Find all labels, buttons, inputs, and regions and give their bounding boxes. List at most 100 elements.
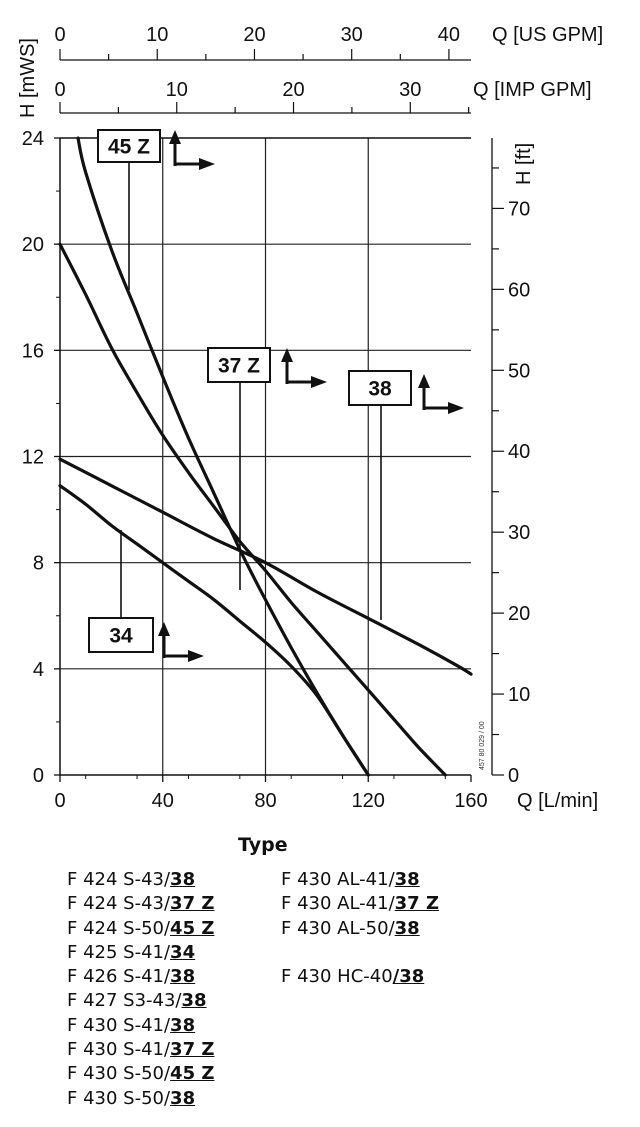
type-curve-code: /38 xyxy=(392,966,425,988)
type-curve-code: 45 Z xyxy=(170,917,215,939)
type-row: F 430 AL-50/38 xyxy=(281,917,439,941)
type-prefix: F 424 S-43/ xyxy=(67,893,171,915)
type-prefix: F 430 AL-41/ xyxy=(281,869,395,890)
type-curve-code: 38 xyxy=(170,1087,196,1109)
right-tick-label-0: 0 xyxy=(508,765,519,787)
tag-arrowhead-right-37-z xyxy=(311,376,327,388)
type-curve-code: 37 Z xyxy=(394,893,440,915)
right-tick-label-5: 50 xyxy=(508,360,530,382)
type-prefix: F 430 AL-41/ xyxy=(281,893,395,915)
top-us-tick-label-1: 10 xyxy=(146,24,168,46)
top-us-axis-title: Q [US GPM] xyxy=(492,24,603,46)
tag-arrowhead-up-38 xyxy=(418,374,430,388)
type-prefix: F 430 AL-50/ xyxy=(281,917,395,939)
bottom-axis-title: Q [L/min] xyxy=(517,790,598,812)
top-imp-axis-title: Q [IMP GPM] xyxy=(473,79,592,101)
tag-arrowhead-up-37-z xyxy=(281,348,293,362)
tag-arrowhead-right-38 xyxy=(448,402,464,414)
tag-arrowhead-up-34 xyxy=(158,622,170,636)
type-curve-code: 37 Z xyxy=(170,1039,215,1061)
tag-box-34 xyxy=(88,617,154,653)
tag-label-34: 34 xyxy=(109,625,133,648)
tag-arrowhead-up-45-z xyxy=(169,130,181,144)
type-row: F 430 AL-41/37 Z xyxy=(281,892,439,916)
tag-box-45-z xyxy=(97,129,161,163)
type-curve-code: 38 xyxy=(170,966,196,988)
top-imp-tick-label-0: 0 xyxy=(54,79,65,101)
left-axis-title: H [mWS] xyxy=(17,38,39,118)
right-tick-label-1: 10 xyxy=(508,684,530,706)
right-tick-label-4: 40 xyxy=(508,441,530,463)
curve-34 xyxy=(58,484,370,777)
left-tick-label-5: 20 xyxy=(22,234,44,256)
type-row: F 430 S-50/45 Z xyxy=(67,1062,214,1086)
type-prefix: F 430 S-41/ xyxy=(67,1014,171,1036)
right-tick-label-7: 70 xyxy=(508,198,530,220)
left-tick-label-4: 16 xyxy=(22,340,44,362)
type-prefix: F 430 S-50/ xyxy=(67,1087,171,1109)
top-us-tick-label-3: 30 xyxy=(341,24,363,46)
axes: 0 40 80 120 160 Q [L/min] 0 4 8 12 16 20 24 H [mWS] 0 1… xyxy=(17,24,603,812)
curves xyxy=(58,136,473,777)
type-row: F 424 S-43/38 xyxy=(67,868,214,892)
type-prefix: F 424 S-43/ xyxy=(67,869,171,890)
left-tick-label-2: 8 xyxy=(33,553,44,575)
type-row: F 430 S-50/38 xyxy=(67,1087,214,1111)
left-tick-label-0: 0 xyxy=(33,765,44,787)
tag-arrowhead-right-45-z xyxy=(199,158,215,170)
bottom-tick-label-0: 0 xyxy=(54,790,65,812)
top-us-tick-label-2: 20 xyxy=(243,24,265,46)
left-tick-label-3: 12 xyxy=(22,447,44,469)
top-us-tick-label-0: 0 xyxy=(54,24,65,46)
tag-label-45-z: 45 Z xyxy=(108,136,150,159)
type-row xyxy=(281,941,439,965)
tag-box-37-z xyxy=(207,347,271,383)
type-curve-code: 38 xyxy=(170,1014,196,1036)
type-prefix: F 424 S-50/ xyxy=(67,917,171,939)
type-prefix: F 430 S-50/ xyxy=(67,1063,171,1085)
curve-38 xyxy=(58,457,473,676)
type-curve-code: 38 xyxy=(181,990,207,1012)
top-imp-tick-label-1: 10 xyxy=(166,79,188,101)
type-prefix: F 430 S-41/ xyxy=(67,1039,171,1061)
pump-curve-chart: 0 40 80 120 160 Q [L/min] 0 4 8 12 16 20 24 H [mWS] 0 1… xyxy=(17,24,603,812)
bottom-tick-label-3: 120 xyxy=(352,790,385,812)
type-row: F 426 S-41/38 xyxy=(67,965,214,989)
type-row: F 430 S-41/37 Z xyxy=(67,1038,214,1062)
right-tick-label-3: 30 xyxy=(508,522,530,544)
type-row: F 430 S-41/38 xyxy=(67,1014,214,1038)
tag-label-38: 38 xyxy=(368,378,392,401)
type-title: Type xyxy=(238,834,288,856)
curve-37-z xyxy=(58,242,447,777)
top-us-tick-label-4: 40 xyxy=(438,24,460,46)
type-row: F 427 S3-43/38 xyxy=(67,989,214,1013)
tag-arrowhead-right-34 xyxy=(188,650,204,662)
right-axis-title: H [ft] xyxy=(513,143,535,185)
type-row: F 424 S-43/37 Z xyxy=(67,892,214,916)
type-curve-code: 38 xyxy=(394,869,420,890)
type-prefix: F 425 S-41/ xyxy=(67,941,171,963)
drawing-code: 457 80 029 / 00 xyxy=(479,721,486,770)
bottom-tick-label-2: 80 xyxy=(254,790,276,812)
type-curve-code: 37 Z xyxy=(170,893,215,915)
type-prefix: F 427 S3-43/ xyxy=(67,990,182,1012)
type-row: F 424 S-50/45 Z xyxy=(67,917,214,941)
type-curve-code: 38 xyxy=(170,869,196,890)
type-row: F 425 S-41/34 xyxy=(67,941,214,965)
bottom-tick-label-4: 160 xyxy=(454,790,487,812)
right-tick-label-2: 20 xyxy=(508,603,530,625)
type-curve-code: 34 xyxy=(170,941,196,963)
bottom-tick-label-1: 40 xyxy=(152,790,174,812)
curve-45-z xyxy=(76,136,370,777)
grid-lines xyxy=(60,138,471,775)
top-imp-tick-label-3: 30 xyxy=(399,79,421,101)
type-row: F 430 AL-41/38 xyxy=(281,868,439,892)
type-row: F 430 HC-40/38 xyxy=(281,965,439,989)
type-prefix: F 426 S-41/ xyxy=(67,966,171,988)
tag-box-38 xyxy=(348,370,412,406)
type-curve-code: 45 Z xyxy=(170,1063,215,1085)
tag-label-37-z: 37 Z xyxy=(218,355,260,378)
curve-tags: 45 Z 37 Z 38 34 xyxy=(88,129,464,662)
